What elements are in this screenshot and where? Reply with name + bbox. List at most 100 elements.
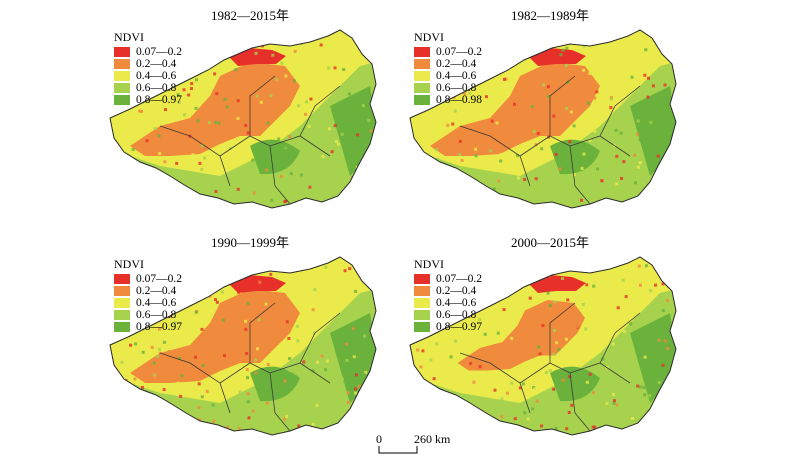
ndvi-pixel xyxy=(534,143,538,147)
ndvi-pixel xyxy=(668,388,672,392)
ndvi-pixel xyxy=(435,342,439,346)
ndvi-pixel xyxy=(648,394,652,398)
ndvi-pixel xyxy=(474,154,478,158)
ndvi-pixel xyxy=(453,109,457,113)
ndvi-pixel xyxy=(236,117,240,121)
ndvi-pixel xyxy=(633,181,637,185)
ndvi-pixel xyxy=(239,36,243,40)
ndvi-pixel xyxy=(535,351,539,355)
ndvi-pixel xyxy=(615,141,619,145)
ndvi-pixel xyxy=(264,302,268,306)
legend-item: 0.07—0.2 xyxy=(414,46,482,58)
province-boundary xyxy=(159,302,341,432)
legend-item: 0.6—0.8 xyxy=(114,309,182,321)
ndvi-pixel xyxy=(654,283,658,287)
ndvi-pixel xyxy=(365,154,369,158)
ndvi-pixel xyxy=(226,323,230,327)
ndvi-pixel xyxy=(656,154,660,158)
ndvi-pixel xyxy=(219,428,223,432)
ndvi-pixel xyxy=(591,425,595,429)
ndvi-pixel xyxy=(644,264,648,268)
ndvi-pixel xyxy=(354,402,358,406)
ndvi-pixel xyxy=(557,264,561,268)
ndvi-pixel xyxy=(499,152,503,156)
ndvi-pixel xyxy=(654,83,658,87)
ndvi-pixel xyxy=(369,37,373,41)
ndvi-pixel xyxy=(228,146,232,150)
ndvi-pixel xyxy=(542,83,546,87)
ndvi-pixel xyxy=(557,348,561,352)
ndvi-pixel xyxy=(132,399,136,403)
ndvi-pixel xyxy=(620,177,624,181)
ndvi-pixel xyxy=(435,179,439,183)
ndvi-pixel xyxy=(514,272,518,276)
ndvi-pixel xyxy=(160,188,164,192)
ndvi-pixel xyxy=(552,387,556,391)
ndvi-pixel xyxy=(251,409,255,413)
ndvi-pixel xyxy=(259,38,263,42)
ndvi-pixel xyxy=(190,82,194,86)
ndvi-pixel xyxy=(548,369,552,373)
ndvi-pixel xyxy=(632,368,636,372)
ndvi-pixel xyxy=(203,114,207,118)
ndvi-pixel xyxy=(213,42,217,46)
ndvi-pixel xyxy=(468,91,472,95)
ndvi-pixel xyxy=(508,123,512,127)
ndvi-pixel xyxy=(502,308,506,312)
ndvi-pixel xyxy=(269,94,273,98)
ndvi-pixel xyxy=(492,428,496,432)
ndvi-pixel xyxy=(175,161,179,165)
ndvi-pixel xyxy=(636,384,640,388)
ndvi-pixel xyxy=(538,352,542,356)
ndvi-pixel xyxy=(552,352,556,356)
ndvi-pixel xyxy=(231,333,235,337)
ndvi-pixel xyxy=(600,179,604,183)
ndvi-pixel xyxy=(460,158,464,162)
province-boundary xyxy=(459,75,641,205)
legend-item: 0.4—0.6 xyxy=(114,297,182,309)
map-panel-1982-2015: 1982—2015年 NDVI 0.07—0.2 0.2—0.4 0.4—0.6… xyxy=(100,8,400,218)
ndvi-pixel xyxy=(636,165,640,169)
legend-item: 0.4—0.6 xyxy=(114,70,182,82)
ndvi-pixel xyxy=(180,374,184,378)
legend-label: 0.4—0.6 xyxy=(436,297,477,309)
legend: NDVI 0.07—0.2 0.2—0.4 0.4—0.6 0.6—0.8 0.… xyxy=(114,30,182,106)
ndvi-pixel xyxy=(309,407,313,411)
ndvi-pixel xyxy=(441,399,445,403)
ndvi-pixel xyxy=(566,298,570,302)
ndvi-pixel xyxy=(611,342,615,346)
ndvi-pixel xyxy=(495,293,499,297)
ndvi-pixel xyxy=(649,289,653,293)
ndvi-pixel xyxy=(490,119,494,123)
ndvi-pixel xyxy=(258,84,262,88)
ndvi-pixel xyxy=(530,105,534,109)
ndvi-pixel xyxy=(348,267,352,271)
ndvi-pixel xyxy=(649,120,653,124)
ndvi-zone xyxy=(130,289,300,383)
ndvi-pixel xyxy=(361,104,365,108)
ndvi-pixel xyxy=(631,416,635,420)
ndvi-pixel xyxy=(584,327,588,331)
ndvi-pixel xyxy=(540,147,544,151)
ndvi-pixel xyxy=(309,97,313,101)
ndvi-pixel xyxy=(552,114,556,118)
ndvi-pixel xyxy=(203,156,207,160)
ndvi-pixel xyxy=(497,179,501,183)
ndvi-pixel xyxy=(346,391,350,395)
ndvi-pixel xyxy=(544,371,548,375)
ndvi-pixel xyxy=(205,389,209,393)
ndvi-pixel xyxy=(412,375,416,379)
ndvi-pixel xyxy=(643,355,647,359)
ndvi-pixel xyxy=(157,134,161,138)
ndvi-pixel xyxy=(252,191,256,195)
ndvi-pixel xyxy=(553,328,557,332)
ndvi-pixel xyxy=(543,338,547,342)
ndvi-pixel xyxy=(311,308,315,312)
ndvi-pixel xyxy=(244,319,248,323)
ndvi-pixel xyxy=(110,87,114,91)
ndvi-pixel xyxy=(223,97,227,101)
legend-swatch xyxy=(414,47,430,57)
ndvi-pixel xyxy=(432,377,436,381)
ndvi-pixel xyxy=(200,327,204,331)
ndvi-pixel xyxy=(225,425,229,429)
